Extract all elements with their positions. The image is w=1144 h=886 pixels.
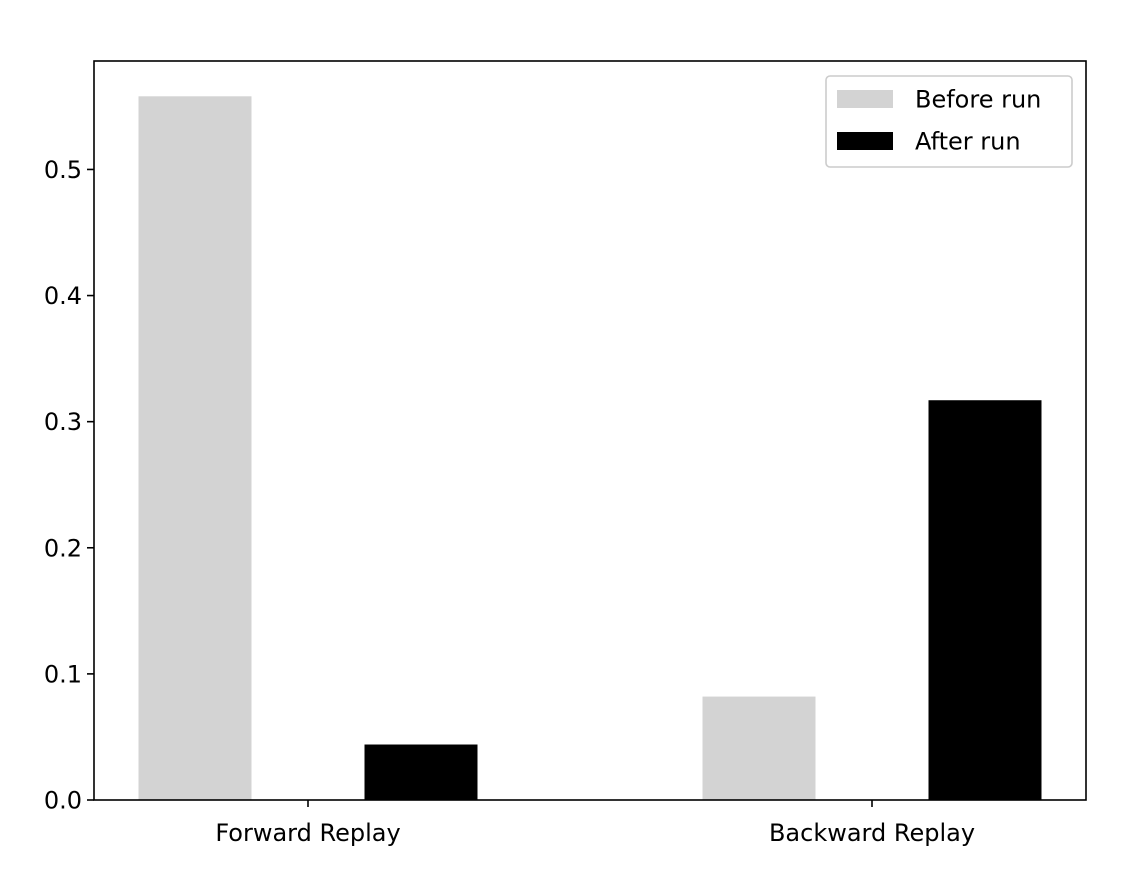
x-tick-label: Forward Replay (215, 819, 400, 847)
bar-forward-replay-before-run (138, 96, 252, 800)
bar-backward-replay-before-run (702, 696, 816, 800)
x-axis: Forward Replay Backward Replay (215, 800, 975, 847)
x-tick-label: Backward Replay (769, 819, 975, 847)
plot-frame (93, 60, 1087, 801)
y-tick-label: 0.3 (44, 408, 82, 436)
legend-label-after-run: After run (915, 128, 1021, 156)
legend-label-before-run: Before run (915, 86, 1041, 114)
y-tick-label: 0.5 (44, 156, 82, 184)
y-axis: 0.0 0.1 0.2 0.3 0.4 0.5 (44, 156, 94, 815)
legend-swatch-after-run (837, 132, 893, 150)
bar-backward-replay-after-run (928, 400, 1042, 800)
legend-swatch-before-run (837, 90, 893, 108)
bar-forward-replay-after-run (364, 744, 478, 800)
legend: Before run After run (825, 75, 1073, 168)
y-tick-label: 0.1 (44, 660, 82, 688)
bars-layer (138, 96, 1042, 800)
y-tick-label: 0.4 (44, 282, 82, 310)
y-tick-label: 0.2 (44, 534, 82, 562)
y-tick-label: 0.0 (44, 787, 82, 815)
